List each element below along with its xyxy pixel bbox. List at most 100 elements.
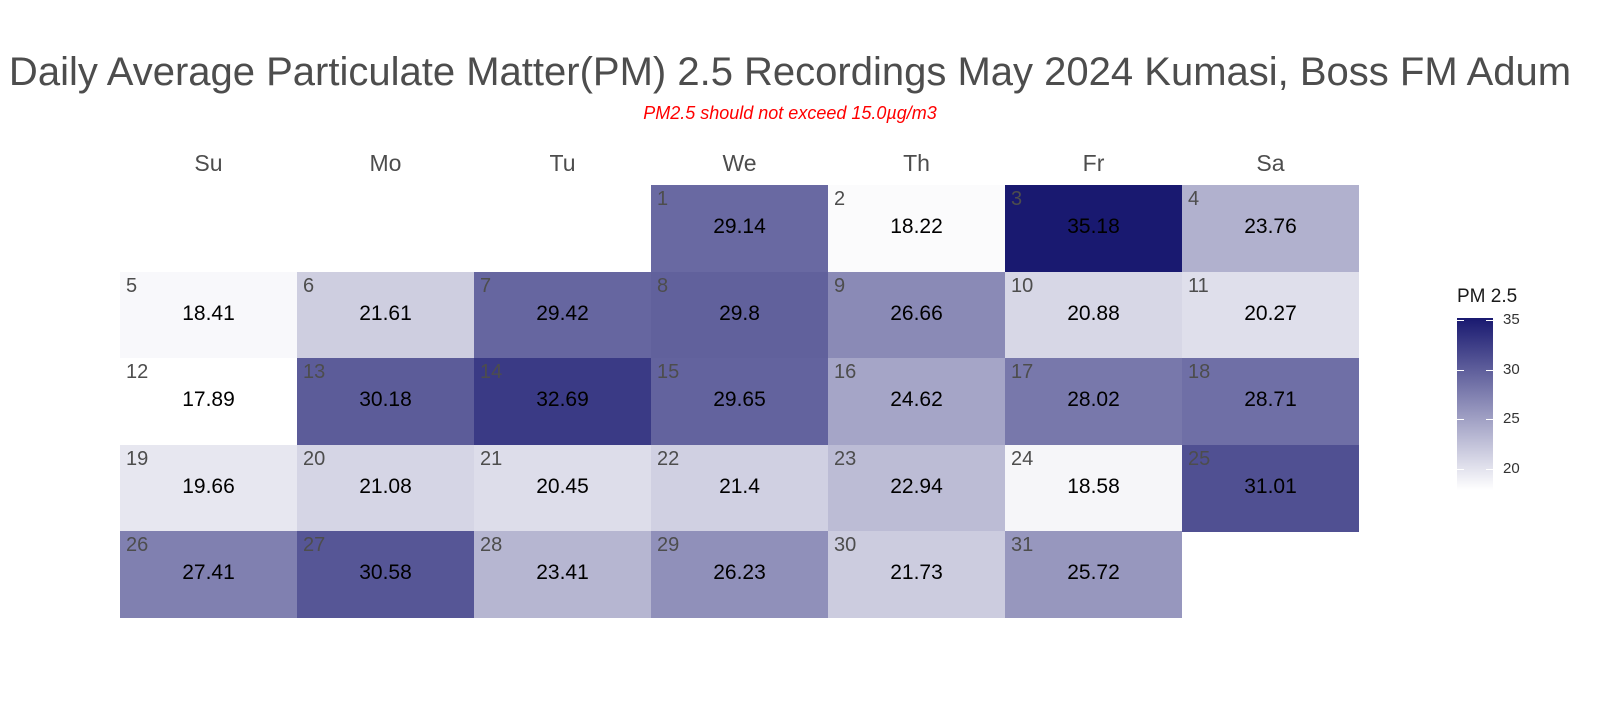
day-cell: 2 18.22 [828,185,1005,272]
pm25-value-label: 23.76 [1244,215,1297,238]
pm25-value-label: 29.42 [536,301,589,325]
day-cell: 4 23.76 [1182,185,1359,272]
legend-tick-mark [1486,319,1493,321]
day-cell: 6 21.61 [297,271,474,359]
legend-tick-mark [1457,319,1464,321]
legend-tick-label: 25 [1503,410,1520,428]
day-number: 29 [657,534,680,556]
day-cell: 3 35.18 [1005,185,1182,272]
day-cell: 8 29.8 [651,271,828,359]
day-cell: 14 32.69 [474,358,651,445]
pm25-value-label: 32.69 [536,388,589,411]
day-cell: 25 31.01 [1182,444,1359,532]
day-number: 6 [303,274,315,297]
day-number: 12 [126,361,149,383]
pm25-value-label: 29.14 [713,215,766,238]
legend-color-bar [1457,318,1493,490]
day-number: 15 [657,361,680,383]
day-cell: 10 20.88 [1005,271,1182,359]
day-number: 27 [303,534,326,556]
pm25-value-label: 35.18 [1067,215,1120,238]
pm25-value-label: 30.58 [359,561,412,584]
pm25-value-label: 17.89 [182,388,235,411]
legend-tick-label: 20 [1503,460,1520,477]
day-cell: 9 26.66 [828,271,1005,359]
day-number: 2 [834,188,846,210]
chart-title: Daily Average Particulate Matter(PM) 2.5… [8,50,1572,94]
day-cell: 16 24.62 [828,358,1005,445]
legend-tick-label: 30 [1503,360,1520,378]
day-number: 21 [480,447,503,470]
day-cell: 21 20.45 [474,444,651,532]
legend-tick-mark [1457,419,1464,421]
day-number: 31 [1011,534,1034,556]
pm25-value-label: 21.08 [359,474,412,498]
day-cell: 20 21.08 [297,444,474,532]
day-cell: 5 18.41 [120,271,297,359]
legend-tick-mark [1457,369,1464,371]
weekday-label: Tu [549,150,576,176]
day-cell: 31 25.72 [1005,531,1182,618]
day-cell: 24 18.58 [1005,444,1182,532]
weekday-label: Su [194,150,223,176]
day-number: 26 [126,534,149,556]
day-cell: 1 29.14 [651,185,828,272]
day-number: 9 [834,274,846,297]
pm25-value-label: 30.18 [359,388,412,411]
day-cell: 28 23.41 [474,531,651,618]
day-number: 24 [1011,447,1034,470]
pm25-value-label: 18.22 [890,215,943,238]
legend-tick-mark [1457,469,1464,470]
day-number: 5 [126,274,138,297]
pm25-value-label: 18.41 [182,301,235,325]
day-cell: 30 21.73 [828,531,1005,618]
weekday-label: We [722,150,757,176]
pm25-value-label: 28.71 [1244,388,1297,411]
day-number: 19 [126,447,149,470]
day-cell: 12 17.89 [120,358,297,445]
weekday-label: Sa [1256,150,1285,176]
day-number: 7 [480,274,492,297]
pm25-value-label: 18.58 [1067,474,1120,498]
day-cell: 29 26.23 [651,531,828,618]
pm25-value-label: 21.61 [359,301,412,325]
day-cell: 13 30.18 [297,358,474,445]
legend-tick-mark [1486,419,1493,421]
pm25-value-label: 28.02 [1067,388,1120,411]
day-cell: 22 21.4 [651,444,828,532]
pm25-value-label: 26.66 [890,301,943,325]
day-cell: 15 29.65 [651,358,828,445]
chart-title-area: Daily Average Particulate Matter(PM) 2.5… [0,50,1600,100]
day-number: 10 [1011,274,1034,297]
legend-tick-mark [1486,369,1493,371]
legend-title: PM 2.5 [1457,286,1518,307]
day-cell: 17 28.02 [1005,358,1182,445]
day-number: 3 [1011,188,1023,210]
pm25-value-label: 26.23 [713,561,766,584]
day-cell: 27 30.58 [297,531,474,618]
day-cell: 26 27.41 [120,531,297,618]
pm25-value-label: 29.65 [713,388,766,411]
day-number: 8 [657,274,669,297]
day-number: 14 [480,361,503,383]
legend-tick-label: 35 [1503,310,1520,328]
weekday-label: Mo [369,150,402,176]
pm25-value-label: 23.41 [536,561,589,584]
day-number: 28 [480,534,503,556]
pm25-value-label: 24.62 [890,388,943,411]
day-cell: 11 20.27 [1182,271,1359,359]
pm25-value-label: 31.01 [1244,474,1297,498]
day-number: 22 [657,447,680,470]
chart-subtitle: PM2.5 should not exceed 15.0µg/m3 [643,103,937,123]
pm25-value-label: 22.94 [890,474,943,498]
pm25-value-label: 19.66 [182,474,235,498]
pm25-value-label: 27.41 [182,561,235,584]
pm25-value-label: 25.72 [1067,561,1120,584]
day-number: 17 [1011,361,1034,383]
pm25-value-label: 21.4 [719,474,760,498]
pm25-value-label: 21.73 [890,561,943,584]
day-number: 25 [1188,447,1211,470]
pm25-value-label: 29.8 [719,301,760,325]
weekday-label: Th [903,150,930,176]
